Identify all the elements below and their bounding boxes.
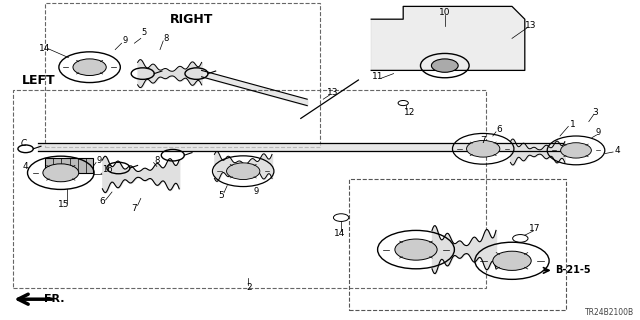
Text: 4: 4: [23, 162, 28, 171]
Circle shape: [395, 239, 437, 260]
Circle shape: [561, 143, 591, 158]
Text: 4: 4: [615, 146, 620, 155]
Text: 14: 14: [39, 44, 51, 52]
Bar: [349, 179, 566, 310]
Text: 7: 7: [132, 204, 137, 212]
Text: 8: 8: [164, 34, 169, 43]
Text: 15: 15: [58, 200, 70, 209]
Circle shape: [431, 59, 458, 72]
Text: FR.: FR.: [44, 294, 64, 304]
Text: 11: 11: [372, 72, 383, 81]
Text: 5: 5: [141, 28, 147, 36]
Text: 9: 9: [253, 188, 259, 196]
Text: TR24B2100B: TR24B2100B: [584, 308, 634, 317]
Text: 10: 10: [439, 8, 451, 17]
Text: 9: 9: [596, 128, 601, 137]
Bar: [13, 90, 486, 288]
Text: 12: 12: [404, 108, 415, 116]
Text: RIGHT: RIGHT: [170, 13, 214, 26]
Text: 14: 14: [333, 229, 345, 238]
Polygon shape: [371, 6, 525, 70]
Circle shape: [43, 164, 79, 182]
Circle shape: [227, 163, 260, 180]
Circle shape: [467, 140, 500, 157]
Text: 2: 2: [247, 284, 252, 292]
Text: 5: 5: [218, 191, 223, 200]
Text: 1: 1: [570, 120, 575, 129]
Bar: [45, 158, 93, 173]
Text: LEFT: LEFT: [22, 74, 55, 86]
Bar: [45, 3, 320, 147]
Text: 13: 13: [327, 88, 339, 97]
Text: 9: 9: [122, 36, 127, 44]
Text: 16: 16: [102, 165, 113, 174]
Text: 13: 13: [525, 21, 537, 30]
Text: 9: 9: [97, 156, 102, 164]
Text: 3: 3: [593, 108, 598, 116]
Text: 6: 6: [100, 197, 105, 206]
Text: 6: 6: [497, 125, 502, 134]
Circle shape: [493, 251, 531, 270]
Text: B-21-5: B-21-5: [556, 265, 591, 276]
Text: 17: 17: [529, 224, 541, 233]
Text: C: C: [21, 139, 27, 148]
Text: 7: 7: [481, 136, 486, 145]
Circle shape: [73, 59, 106, 76]
Text: 8: 8: [154, 156, 159, 164]
